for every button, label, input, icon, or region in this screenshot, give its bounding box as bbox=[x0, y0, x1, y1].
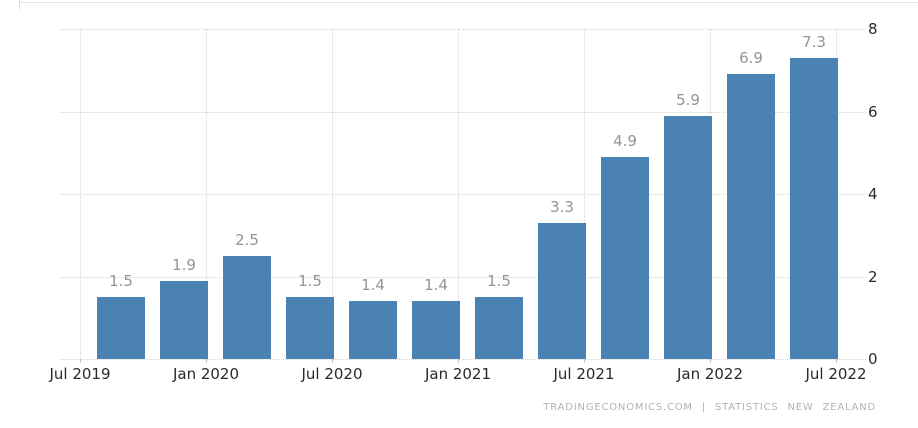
bar-value-label: 4.9 bbox=[613, 132, 637, 150]
bar[interactable] bbox=[475, 297, 523, 359]
bar-value-label: 3.3 bbox=[550, 198, 574, 216]
bar-value-label: 1.9 bbox=[172, 256, 196, 274]
bar[interactable] bbox=[349, 301, 397, 359]
bar-value-label: 1.4 bbox=[361, 276, 385, 294]
bar[interactable] bbox=[412, 301, 460, 359]
bar-value-label: 1.5 bbox=[298, 272, 322, 290]
bar[interactable] bbox=[97, 297, 145, 359]
bar[interactable] bbox=[727, 74, 775, 359]
x-axis-label: Jan 2021 bbox=[424, 365, 492, 383]
x-axis-label: Jan 2022 bbox=[676, 365, 744, 383]
top-left-divider-stub bbox=[19, 0, 20, 9]
x-axis-tick bbox=[206, 359, 207, 363]
bar-value-label: 1.4 bbox=[424, 276, 448, 294]
v-gridline bbox=[80, 29, 81, 359]
v-gridline bbox=[584, 29, 585, 359]
x-axis-tick bbox=[584, 359, 585, 363]
v-gridline bbox=[206, 29, 207, 359]
x-axis-tick bbox=[458, 359, 459, 363]
v-gridline bbox=[458, 29, 459, 359]
y-axis-label: 0 bbox=[868, 350, 878, 368]
y-axis-label: 8 bbox=[868, 20, 878, 38]
x-axis-label: Jul 2019 bbox=[49, 365, 111, 383]
x-axis-tick bbox=[836, 359, 837, 363]
h-gridline bbox=[60, 277, 866, 278]
attribution-text: TRADINGECONOMICS.COM | STATISTICS NEW ZE… bbox=[543, 402, 876, 413]
y-axis-label: 6 bbox=[868, 103, 878, 121]
bar[interactable] bbox=[160, 281, 208, 359]
bar[interactable] bbox=[601, 157, 649, 359]
top-divider bbox=[20, 2, 918, 3]
h-gridline bbox=[60, 359, 866, 360]
bar[interactable] bbox=[664, 116, 712, 359]
x-axis-tick bbox=[80, 359, 81, 363]
plot-area: 0 2 4 6 8 Jul 2019 Jan 2020 Jul 2020 Jan 2021 Jul… bbox=[49, 20, 877, 383]
h-gridline bbox=[60, 112, 866, 113]
bar-value-label: 6.9 bbox=[739, 49, 763, 67]
h-gridline bbox=[60, 194, 866, 195]
bar-value-label: 5.9 bbox=[676, 91, 700, 109]
x-axis-label: Jan 2020 bbox=[172, 365, 240, 383]
x-axis-tick bbox=[710, 359, 711, 363]
bar-value-label: 2.5 bbox=[235, 231, 259, 249]
bar[interactable] bbox=[286, 297, 334, 359]
v-gridline bbox=[332, 29, 333, 359]
bar-value-label: 7.3 bbox=[802, 33, 826, 51]
bar-value-label: 1.5 bbox=[109, 272, 133, 290]
bar[interactable] bbox=[790, 58, 838, 359]
x-axis-tick bbox=[332, 359, 333, 363]
x-axis-label: Jul 2021 bbox=[553, 365, 615, 383]
y-axis-label: 2 bbox=[868, 268, 878, 286]
bar-value-label: 1.5 bbox=[487, 272, 511, 290]
bar[interactable] bbox=[538, 223, 586, 359]
y-axis-label: 4 bbox=[868, 185, 878, 203]
h-gridline bbox=[60, 29, 866, 30]
x-axis-label: Jul 2020 bbox=[301, 365, 363, 383]
bar[interactable] bbox=[223, 256, 271, 359]
x-axis-label: Jul 2022 bbox=[805, 365, 867, 383]
